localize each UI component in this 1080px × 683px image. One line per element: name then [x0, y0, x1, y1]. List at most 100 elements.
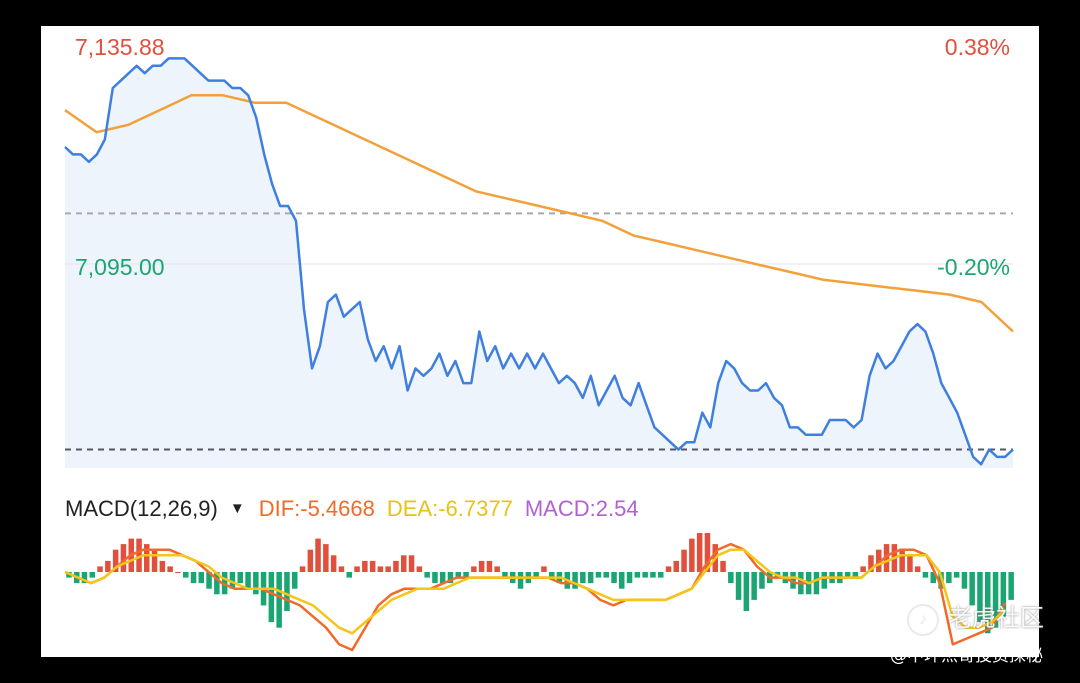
y-axis-low-percent-label: -0.20% [937, 254, 1010, 280]
macd-histogram-bar [876, 549, 882, 572]
macd-histogram-bar [416, 566, 423, 572]
macd-histogram-bar [751, 572, 757, 600]
macd-histogram-bar [253, 572, 259, 595]
macd-histogram-bar [237, 572, 243, 584]
macd-histogram-bar [868, 555, 874, 572]
macd-histogram-bar [642, 572, 648, 578]
macd-histogram-bar [549, 572, 555, 578]
macd-histogram-bar [541, 566, 547, 572]
macd-histogram-bar [580, 572, 586, 584]
macd-histogram-bar [946, 572, 952, 584]
macd-histogram-bar [704, 533, 711, 572]
macd-histogram-bar [471, 566, 477, 572]
macd-histogram-bar [447, 572, 454, 584]
macd-histogram-bar [494, 566, 500, 572]
macd-histogram-bar [899, 549, 905, 572]
macd-histogram-bar [299, 566, 306, 572]
tiger-logo-icon: ♪ [907, 604, 939, 636]
macd-histogram-bar [953, 572, 960, 578]
macd-histogram-bar [860, 566, 866, 572]
macd-histogram-bar [914, 566, 921, 572]
macd-histogram-bar [696, 533, 703, 572]
macd-histogram-bar [401, 555, 407, 572]
macd-histogram-bar [486, 560, 493, 572]
macd-dropdown-icon[interactable]: ▼ [229, 500, 245, 517]
macd-histogram-bar [105, 560, 111, 572]
macd-histogram-bar [408, 555, 415, 572]
y-axis-mid-price-label: 7,095.00 [75, 254, 165, 280]
y-axis-high-percent-label: 0.38% [944, 34, 1010, 60]
macd-histogram-bar [424, 572, 430, 578]
macd-dif-label: DIF:-5.4668 [258, 496, 375, 521]
macd-histogram-bar [393, 560, 399, 572]
macd-histogram-bar [533, 572, 539, 578]
macd-histogram-bar [151, 549, 158, 572]
watermark-handle: @中环杰哥投资探秘 [890, 646, 1043, 666]
macd-histogram-bar [626, 572, 633, 584]
macd-histogram-bar [439, 572, 446, 584]
watermark-name: 老虎社区 [948, 604, 1044, 632]
macd-histogram-bar [292, 572, 298, 589]
macd-dea-label: DEA:-6.7377 [386, 496, 513, 521]
macd-histogram-bar [587, 572, 594, 584]
macd-histogram-bar [658, 572, 664, 578]
macd-histogram-bar [595, 572, 602, 578]
macd-histogram-bar [175, 572, 181, 573]
macd-histogram-bar [167, 566, 173, 572]
macd-histogram-bar [985, 572, 991, 634]
macd-value-label: MACD:2.54 [524, 496, 639, 521]
macd-histogram-bar [1000, 572, 1007, 617]
macd-histogram-bar [735, 572, 742, 600]
macd-histogram-bar [455, 572, 461, 578]
macd-histogram-bar [821, 572, 827, 589]
macd-histogram-bar [907, 555, 913, 572]
macd-histogram-bar [369, 560, 376, 572]
macd-histogram-bar [689, 538, 695, 572]
macd-histogram-bar [634, 572, 641, 578]
macd-histogram-bar [572, 572, 578, 589]
macd-histogram-bar [852, 572, 859, 578]
macd-histogram-bar [1008, 572, 1014, 600]
macd-histogram-bar [206, 572, 212, 589]
macd-histogram-bar [922, 572, 929, 578]
macd-histogram-bar [214, 572, 220, 595]
macd-histogram-bar [673, 560, 679, 572]
macd-histogram-bar [276, 572, 282, 628]
macd-histogram-bar [844, 572, 851, 578]
macd-histogram-bar [930, 572, 936, 584]
macd-histogram-bar [478, 560, 485, 572]
macd-histogram-bar [307, 549, 314, 572]
macd-histogram-bar [377, 566, 384, 572]
macd-histogram-bar [183, 572, 189, 578]
macd-histogram-bar [144, 544, 150, 572]
y-axis-high-price-label: 7,135.88 [75, 34, 165, 60]
macd-histogram-bar [354, 566, 360, 572]
macd-histogram-bar [743, 572, 750, 611]
macd-histogram-bar [681, 549, 687, 572]
macd-histogram-bar [992, 572, 999, 628]
macd-histogram-bar [502, 572, 508, 578]
macd-histogram-bar [728, 572, 734, 584]
macd-histogram-bar [432, 572, 438, 584]
macd-histogram-bar [229, 572, 236, 589]
macd-histogram-bar [517, 572, 524, 589]
macd-header: MACD(12,26,9) ▼ DIF:-5.4668 DEA:-6.7377 MACD… [65, 498, 651, 520]
macd-histogram-bar [315, 538, 321, 572]
macd-dif-line [64, 542, 1007, 652]
macd-histogram-bar [97, 566, 103, 572]
macd-histogram-bar [330, 555, 337, 572]
macd-histogram-bar [619, 572, 625, 589]
macd-title[interactable]: MACD(12,26,9) [65, 496, 218, 521]
macd-dea-line [64, 548, 1006, 635]
macd-histogram-bar [611, 572, 617, 584]
macd-histogram-bar [603, 572, 609, 578]
macd-histogram-bar [245, 572, 251, 589]
price-line [64, 57, 1014, 466]
macd-histogram-bar [112, 549, 119, 572]
macd-histogram-bar [362, 560, 368, 572]
macd-histogram-bar [338, 566, 345, 572]
macd-histogram-bar [346, 572, 352, 578]
price-area-fill [65, 58, 1013, 469]
macd-histogram-bar [81, 572, 88, 584]
